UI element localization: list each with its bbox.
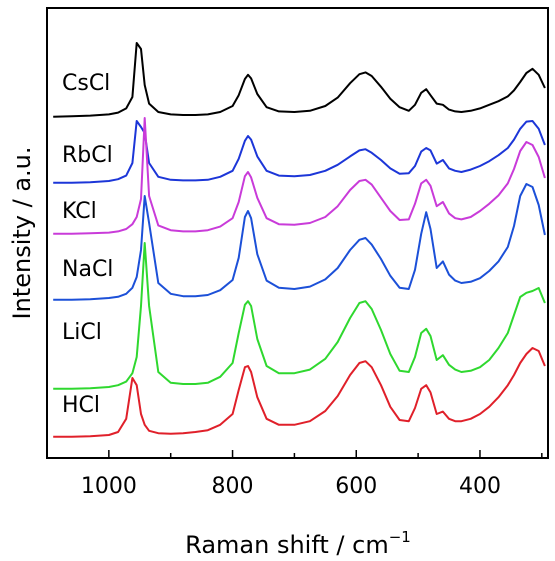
tick-layer: 1000 800 600 400 (46, 450, 543, 499)
series-label-rbcl: RbCl (62, 143, 113, 168)
x-axis-title: Raman shift / cm−1 (185, 528, 411, 559)
x-tick-label: 400 (459, 474, 501, 499)
x-tick-label: 600 (335, 474, 377, 499)
series-label-licl: LiCl (62, 320, 102, 345)
series-label-cscl: CsCl (62, 71, 110, 96)
series-label-nacl: NaCl (62, 257, 113, 282)
x-tick-label: 800 (212, 474, 254, 499)
series-line-cscl (53, 42, 546, 118)
series-line-kcl (53, 117, 546, 235)
series-label-kcl: KCl (62, 199, 97, 224)
series-layer (53, 42, 546, 438)
series-line-licl (53, 242, 546, 390)
label-layer: CsCl RbCl KCl NaCl LiCl HCl (62, 71, 113, 418)
series-line-nacl (53, 183, 546, 301)
y-axis-title: Intensity / a.u. (8, 147, 36, 320)
series-label-hcl: HCl (62, 393, 100, 418)
series-line-rbcl (53, 120, 546, 184)
plot-frame (46, 7, 549, 459)
x-tick-label: 1000 (81, 474, 137, 499)
series-line-hcl (53, 347, 546, 438)
